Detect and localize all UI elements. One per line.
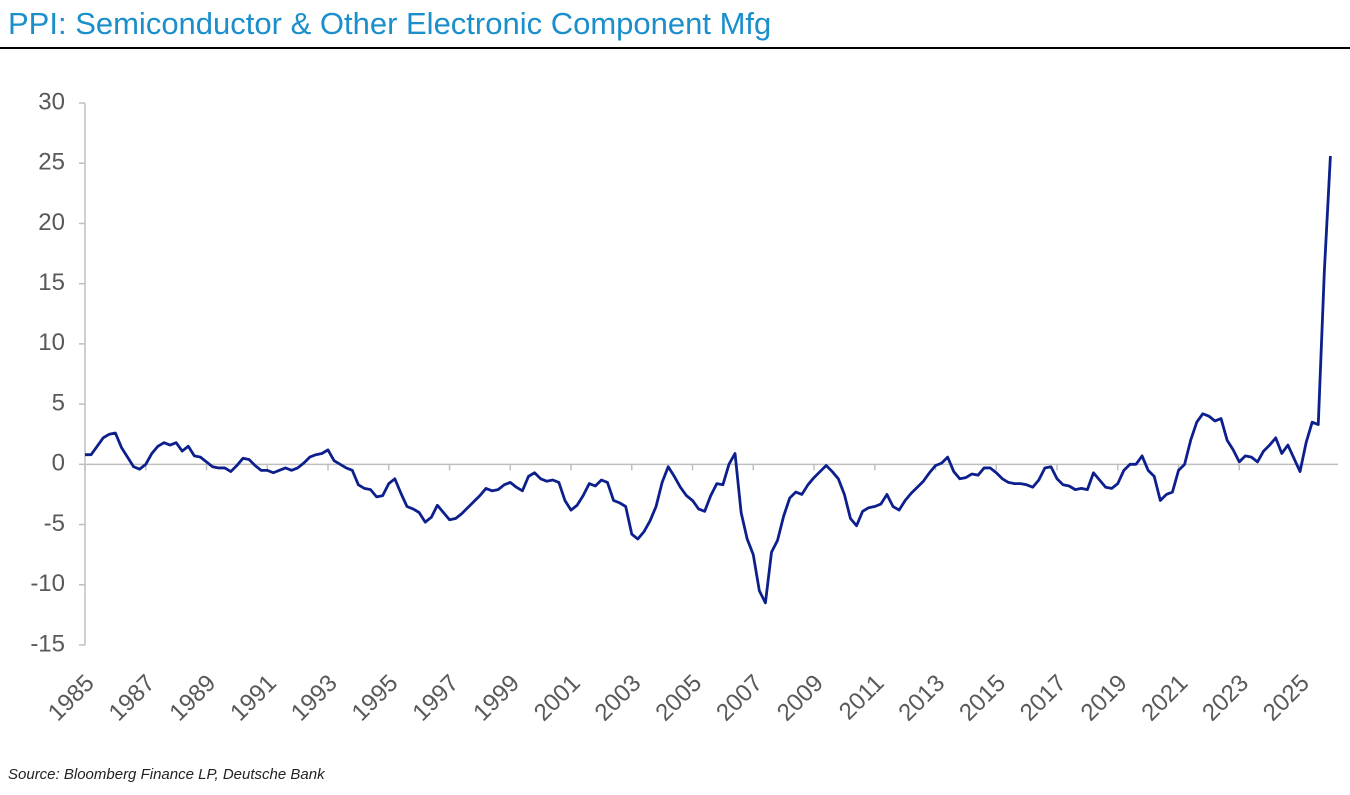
y-tick-label: -10	[30, 570, 65, 597]
y-tick-label: 5	[52, 389, 65, 416]
x-tick-label: 2007	[711, 670, 768, 727]
x-tick-label: 2025	[1258, 670, 1315, 727]
data-line	[85, 155, 1332, 605]
x-tick-label: 2005	[650, 670, 707, 727]
y-tick-label: 0	[52, 450, 65, 477]
x-tick-label: 2017	[1015, 670, 1072, 727]
x-tick-label: 1993	[286, 670, 343, 727]
x-tick-label: 1989	[164, 670, 221, 727]
y-tick-label: 30	[38, 88, 65, 115]
x-tick-label: 2023	[1197, 670, 1254, 727]
x-tick-label: 2003	[590, 670, 647, 727]
y-tick-label: -15	[30, 630, 65, 657]
x-tick-label: 1999	[468, 670, 525, 727]
x-tick-label: 1985	[43, 670, 100, 727]
y-tick-label: 10	[38, 329, 65, 356]
x-tick-label: 2011	[834, 670, 890, 726]
x-tick-label: 2021	[1136, 670, 1193, 727]
source-note: Source: Bloomberg Finance LP, Deutsche B…	[8, 766, 326, 783]
x-tick-label: 1987	[104, 670, 161, 727]
x-tick-label: 2019	[1076, 670, 1133, 727]
x-tick-label: 2009	[772, 670, 829, 727]
y-tick-label: 20	[38, 209, 65, 236]
y-tick-label: 25	[38, 149, 65, 176]
x-tick-label: 1991	[225, 670, 282, 727]
x-tick-label: 2013	[893, 670, 950, 727]
chart-title: PPI: Semiconductor & Other Electronic Co…	[8, 6, 771, 41]
x-tick-label: 2015	[954, 670, 1011, 727]
y-tick-label: 15	[38, 269, 65, 296]
x-tick-label: 1995	[347, 670, 404, 727]
x-tick-label: 2001	[529, 670, 586, 727]
x-tick-label: 1997	[407, 670, 464, 727]
y-tick-label: -5	[44, 510, 65, 537]
